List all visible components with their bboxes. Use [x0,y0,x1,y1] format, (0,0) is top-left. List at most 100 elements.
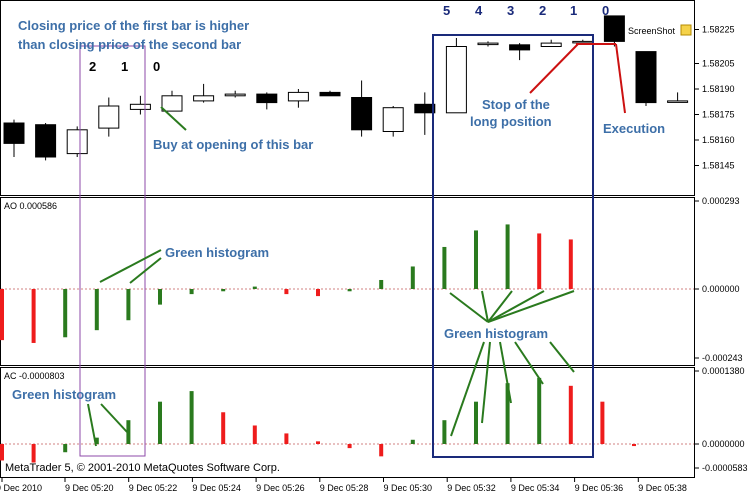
time-tick-label: 9 Dec 05:32 [447,483,496,493]
ac-green-histogram-left: Green histogram [12,387,116,402]
candle [66,126,88,157]
ac-bar [537,377,542,444]
ao-label: AO 0.000586 [4,201,57,211]
stop-annotation-line-2: long position [470,114,552,129]
candle-body [98,105,120,129]
ac-tick-label: -0.0000583 [702,463,748,473]
candle-body [667,100,689,103]
ac-right-leader-1 [450,341,485,437]
candle [129,95,151,115]
time-tick-label: 9 Dec 05:28 [320,483,369,493]
ac-right-leader-5 [549,341,575,373]
candle [256,92,278,110]
candle-body [477,42,499,46]
candle [35,123,57,161]
ao-right-leader-2 [481,290,489,323]
ac-bar [347,444,352,449]
ac-bar [284,433,289,444]
ac-right-leader-4 [514,341,544,385]
ao-green-histogram-left: Green histogram [165,245,269,260]
ao-green-histogram-right: Green histogram [444,326,548,341]
candle [603,15,625,47]
ac-axis: 0.0001380 0.0000000 -0.0000583 [694,366,748,473]
bar-number-left-2: 2 [89,59,96,74]
candle-body [3,122,25,144]
bar-number-right-5: 5 [443,3,450,18]
ac-bar [221,412,226,444]
candle-body [351,97,373,131]
candle [540,39,562,47]
ao-bar [284,289,289,295]
ao-bar [189,289,194,295]
ac-label: AC -0.0000803 [4,371,65,381]
ac-bar [31,444,36,463]
pattern-box-left [79,45,146,457]
candle [414,92,436,135]
ao-bar [410,266,415,289]
candle [98,97,120,137]
candle-body [540,42,562,47]
ao-bar [474,230,478,289]
price-series [3,15,689,161]
ao-right-leader-4 [487,290,545,323]
ao-bar [442,246,447,289]
ao-bar [347,289,352,292]
candle [382,106,404,137]
bar-number-right-0: 0 [602,3,609,18]
bar-number-left-0: 0 [153,59,160,74]
ac-bar [568,385,573,444]
ac-bar [63,444,68,453]
candle-body [287,91,309,102]
bar-number-right-1: 1 [570,3,577,18]
candle-body [603,15,625,42]
ao-right-leader-1 [449,292,489,323]
bar-number-left-1: 1 [121,59,128,74]
time-tick-label: 9 Dec 05:34 [511,483,560,493]
pattern-box-right [432,34,594,458]
candle [287,89,309,108]
time-tick-label: 9 Dec 05:24 [192,483,241,493]
copyright-text: MetaTrader 5, © 2001-2010 MetaQuotes Sof… [5,462,280,474]
ac-bar [442,420,447,444]
screenshot-icon [680,24,692,36]
ao-bar [568,239,573,289]
candle-body [319,91,341,97]
ao-leader-2 [129,257,162,284]
ac-leader-1 [87,403,97,447]
ac-bar [379,444,384,457]
ac-bar [189,391,194,444]
ac-bar [505,383,510,444]
time-tick-label: 9 Dec 2010 [0,483,42,493]
ao-bar [63,289,68,338]
candle-body [256,93,278,104]
ao-right-leader-3 [487,290,513,323]
ao-bar [31,289,36,343]
stop-leader [529,43,579,94]
candle [319,90,341,97]
ao-bar [505,224,510,289]
ao-bar [158,289,162,305]
ac-bar [126,420,131,444]
leader-lines [87,106,575,447]
ao-bar [379,279,384,289]
ac-bar [410,439,415,444]
ac-bar [252,425,257,444]
candle [351,80,373,137]
ac-right-leader-3 [499,341,512,404]
candle [193,83,215,103]
candle-body [35,124,57,158]
price-axis: 1.58225 1.58205 1.58190 1.58175 1.58160 1.581… [694,25,735,171]
ac-bar [632,444,636,447]
candle [445,38,467,114]
bar-number-right-4: 4 [475,3,483,18]
ac-bar [0,444,4,461]
ao-tick-label: 0.000000 [702,284,740,294]
execution-annotation: Execution [603,121,665,136]
candle-body [414,103,436,114]
buy-leader [160,106,187,131]
ac-pane [0,367,695,478]
time-tick-label: 9 Dec 05:26 [256,483,305,493]
ac-bar [600,401,605,444]
candle-body [445,46,467,114]
candle [667,92,689,103]
